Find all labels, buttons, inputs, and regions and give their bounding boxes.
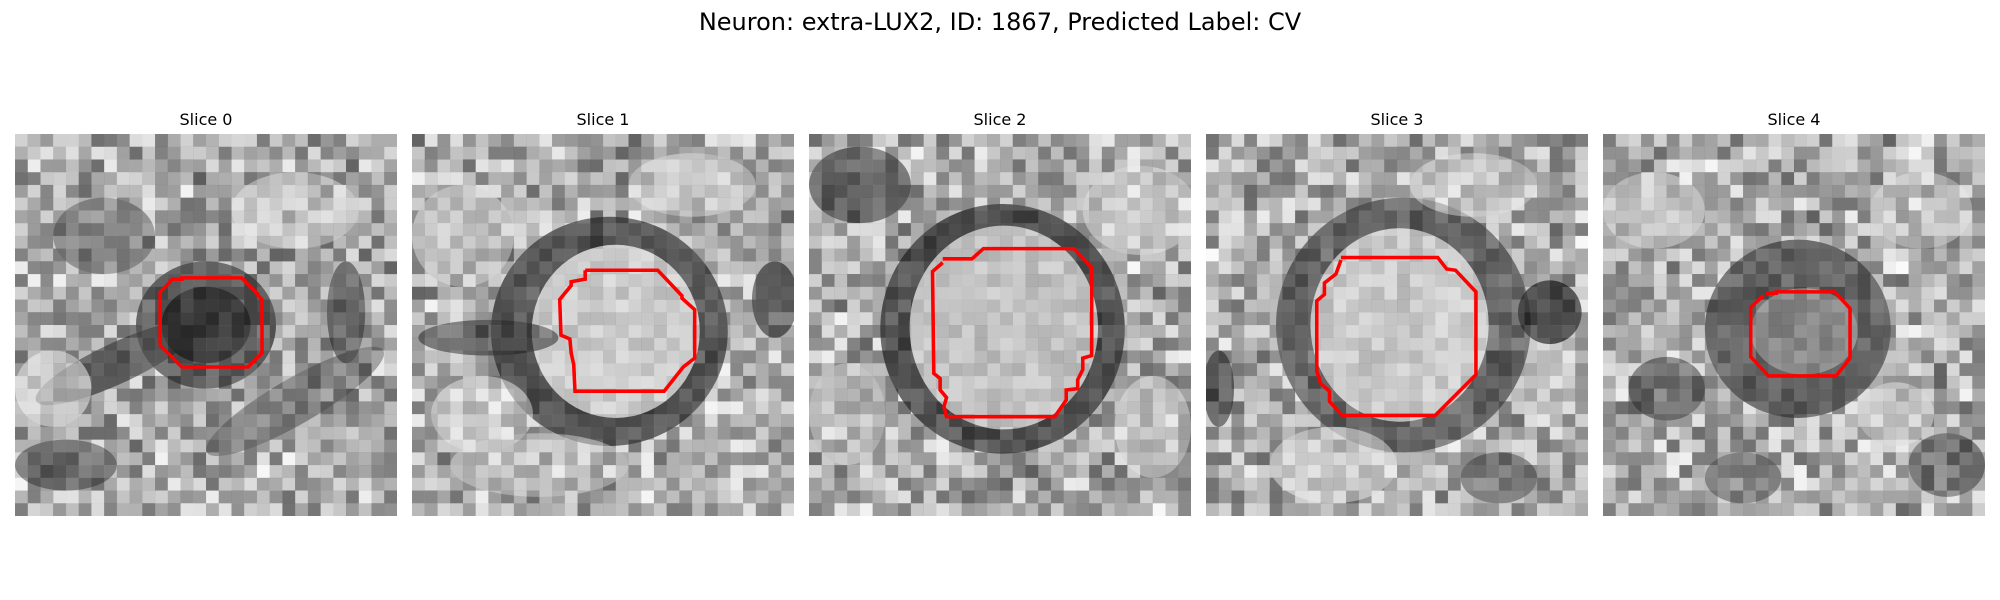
- figure-title: Neuron: extra-LUX2, ID: 1867, Predicted …: [698, 8, 1302, 36]
- em-structures: [1603, 172, 1985, 504]
- roi-contour: [158, 276, 264, 369]
- slice-title: Slice 3: [1370, 110, 1424, 129]
- slice-panel: Slice 2: [809, 110, 1191, 516]
- slice-image: [1603, 134, 1985, 516]
- roi-contour: [1748, 290, 1852, 378]
- slice-panel: Slice 1: [412, 110, 794, 516]
- slice-image: [412, 134, 794, 516]
- em-structures: [1206, 153, 1582, 504]
- em-structures: [809, 146, 1191, 478]
- slice-panel: Slice 3: [1206, 110, 1588, 516]
- slice-title: Slice 4: [1767, 110, 1821, 129]
- roi-contour: [1314, 255, 1478, 418]
- slice-title: Slice 0: [179, 110, 233, 129]
- slice-panel: Slice 4: [1603, 110, 1985, 516]
- roi-contour: [557, 268, 697, 393]
- slice-image: [15, 134, 397, 516]
- em-grain: [1206, 134, 1588, 516]
- slice-title: Slice 2: [973, 110, 1027, 129]
- em-grain: [809, 134, 1191, 516]
- em-structures: [15, 172, 385, 491]
- roi-contour: [930, 246, 1094, 419]
- slice-panel: Slice 0: [15, 110, 397, 516]
- slice-image: [809, 134, 1191, 516]
- em-grain: [15, 134, 397, 516]
- slice-title: Slice 1: [576, 110, 630, 129]
- slice-image: [1206, 134, 1588, 516]
- em-grain: [412, 134, 794, 516]
- em-grain: [1603, 134, 1985, 516]
